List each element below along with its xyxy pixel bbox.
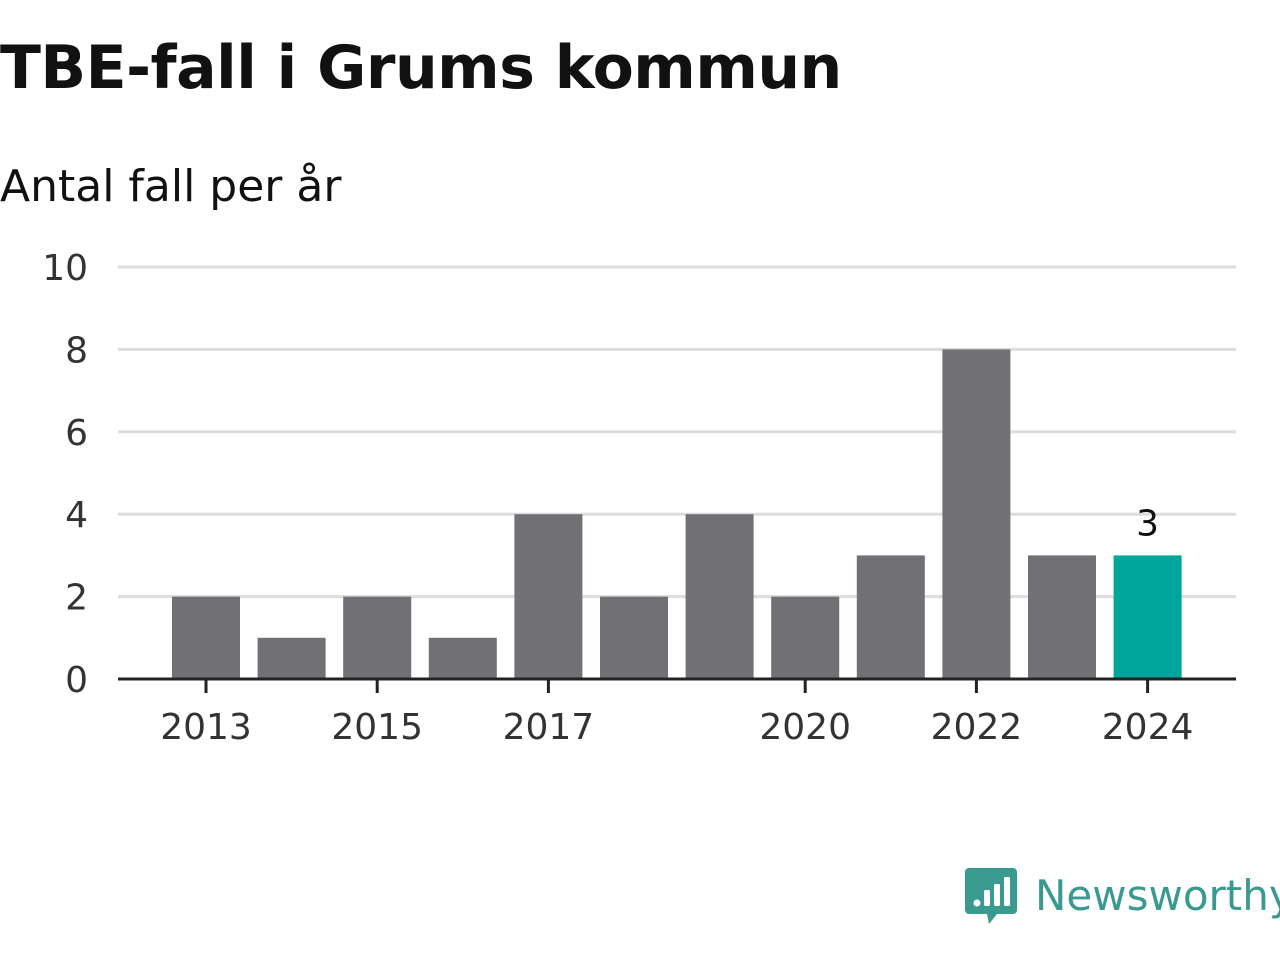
y-tick-label-10: 10 xyxy=(42,248,88,289)
x-tick-label-2015: 2015 xyxy=(331,707,423,748)
chart-subtitle: Antal fall per år xyxy=(0,161,342,212)
y-tick-label-4: 4 xyxy=(65,495,88,536)
bar-2021 xyxy=(856,555,925,679)
bar-2014 xyxy=(257,637,326,679)
bar-2016 xyxy=(428,637,497,679)
x-tick-label-2013: 2013 xyxy=(160,707,252,748)
y-tick-label-2: 2 xyxy=(65,578,88,619)
bar-2019 xyxy=(685,514,754,679)
bar-2024 xyxy=(1113,555,1182,679)
x-tick-label-2017: 2017 xyxy=(503,707,595,748)
y-tick-label-0: 0 xyxy=(65,660,88,701)
newsworthy-logo-icon xyxy=(965,868,1017,924)
brand: Newsworthy xyxy=(965,866,1280,926)
bar-2018 xyxy=(600,596,668,679)
bar-2022 xyxy=(942,349,1011,679)
brand-name: Newsworthy xyxy=(1035,871,1280,920)
y-tick-label-8: 8 xyxy=(65,330,88,371)
data-label-2024: 3 xyxy=(1136,503,1159,544)
bar-2015 xyxy=(343,596,412,679)
bar-2020 xyxy=(771,596,840,679)
x-tick-label-2020: 2020 xyxy=(759,707,851,748)
bar-2013 xyxy=(172,596,240,679)
x-tick-label-2024: 2024 xyxy=(1102,707,1194,748)
bar-2023 xyxy=(1028,555,1096,679)
bar-2017 xyxy=(514,514,583,679)
chart-title: TBE-fall i Grums kommun xyxy=(0,33,842,103)
y-tick-label-6: 6 xyxy=(65,413,88,454)
x-tick-label-2022: 2022 xyxy=(931,707,1023,748)
